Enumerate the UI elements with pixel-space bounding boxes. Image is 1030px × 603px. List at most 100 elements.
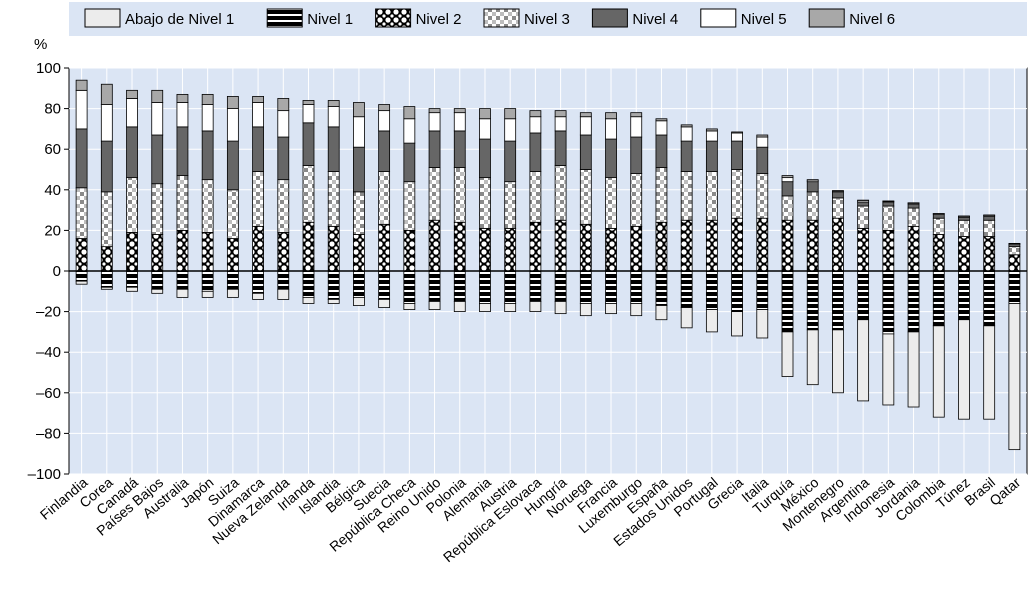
- bar-segment-l1: [806, 270, 819, 331]
- bar-segment-l3: [605, 177, 617, 229]
- bar-segment-l5: [705, 130, 718, 142]
- bar-segment-below1: [504, 303, 517, 313]
- bar-segment-l2: [226, 238, 239, 272]
- bar-segment-l1: [529, 270, 542, 302]
- bar-segment-l3: [907, 207, 920, 227]
- bar-segment-l5: [353, 116, 365, 148]
- bar-stack: [832, 190, 844, 394]
- bar-segment-l6: [176, 93, 189, 103]
- bar-segment-l5: [100, 104, 113, 142]
- bar-segment-l1: [378, 270, 391, 300]
- bar-stack: [958, 215, 970, 420]
- bar-segment-l1: [857, 270, 870, 321]
- bar-segment-below1: [756, 309, 769, 339]
- legend-label: Nivel 3: [524, 11, 570, 28]
- y-axis: 100 80 60 40 20 0 –20 –40 –60 –80 –100: [28, 60, 69, 483]
- bar-segment-l3: [126, 177, 138, 233]
- bar-segment-l6: [428, 108, 441, 114]
- bar-segment-l2: [403, 229, 416, 272]
- bar-segment-l5: [579, 116, 592, 136]
- legend-swatch: [483, 8, 520, 28]
- bar-segment-l3: [655, 167, 668, 223]
- bar-segment-below1: [554, 301, 567, 315]
- bar-segment-l4: [151, 134, 164, 185]
- legend-item-below1: Abajo de Nivel 1: [84, 8, 234, 28]
- bar-segment-below1: [806, 329, 819, 386]
- bar-segment-l2: [277, 232, 290, 272]
- bar-stack: [378, 104, 391, 308]
- legend-item-l5: Nivel 5: [700, 8, 787, 28]
- bar-segment-l1: [75, 270, 88, 282]
- bar-segment-below1: [378, 299, 391, 308]
- bar-stack: [605, 112, 617, 315]
- bar-segment-l1: [907, 270, 920, 333]
- bar-segment-below1: [579, 303, 592, 317]
- bar-segment-l2: [806, 219, 819, 272]
- bar-segment-l5: [756, 136, 769, 148]
- bar-segment-l3: [857, 205, 870, 229]
- bar-stack: [201, 93, 214, 298]
- bar-segment-l4: [226, 140, 239, 191]
- bar-segment-l6: [731, 131, 743, 134]
- bar-stack: [126, 89, 138, 292]
- bar-segment-l3: [579, 169, 592, 225]
- bar-segment-l5: [151, 102, 164, 136]
- bar-segment-l3: [277, 179, 290, 233]
- bar-segment-l4: [882, 201, 895, 207]
- y-tick-label: –60: [36, 385, 61, 402]
- bar-stack: [100, 83, 113, 290]
- bar-stack: [882, 200, 895, 406]
- bar-stack: [781, 175, 794, 377]
- bar-segment-l3: [75, 187, 88, 239]
- bar-segment-below1: [75, 280, 88, 285]
- bar-segment-l2: [353, 234, 365, 272]
- bar-segment-l6: [403, 106, 416, 120]
- bar-segment-below1: [151, 288, 164, 294]
- bar-segment-l4: [705, 140, 718, 172]
- bar-segment-below1: [907, 331, 920, 408]
- bar-segment-l5: [378, 110, 391, 132]
- bar-segment-l5: [428, 112, 441, 132]
- bar-segment-below1: [630, 303, 643, 317]
- bar-segment-below1: [126, 286, 138, 292]
- bar-segment-l1: [327, 270, 340, 300]
- bar-segment-l3: [479, 177, 491, 229]
- y-tick-label: –100: [28, 466, 61, 483]
- bar-stack: [680, 124, 693, 329]
- legend-item-l1: Nivel 1: [266, 8, 353, 28]
- bar-segment-l6: [504, 108, 517, 120]
- bar-segment-l1: [1008, 270, 1021, 304]
- y-tick-label: –20: [36, 304, 61, 321]
- bar-segment-l6: [529, 110, 542, 118]
- bar-segment-l6: [151, 89, 164, 103]
- bar-segment-below1: [176, 288, 189, 298]
- legend-label: Nivel 5: [741, 11, 787, 28]
- bar-segment-l1: [983, 270, 996, 327]
- bar-segment-below1: [882, 333, 895, 406]
- bar-segment-l4: [832, 191, 844, 199]
- bar-segment-l2: [428, 219, 441, 272]
- bar-segment-l3: [554, 165, 567, 221]
- legend-item-l4: Nivel 4: [591, 8, 678, 28]
- bar-segment-l2: [504, 227, 517, 272]
- bar-stack: [479, 108, 491, 313]
- bar-segment-l4: [453, 130, 466, 168]
- bar-segment-l2: [983, 236, 996, 272]
- bar-segment-l4: [176, 126, 189, 176]
- bar-segment-below1: [705, 309, 718, 333]
- bar-segment-l2: [907, 225, 920, 272]
- bar-stack: [806, 179, 819, 386]
- bar-segment-l4: [579, 134, 592, 170]
- bar-segment-l1: [655, 270, 668, 306]
- bar-segment-l6: [226, 96, 239, 109]
- bar-segment-l2: [378, 223, 391, 272]
- bar-segment-l3: [353, 191, 365, 235]
- bar-stack: [554, 110, 567, 315]
- bar-segment-l6: [680, 124, 693, 128]
- bar-stack: [252, 96, 264, 300]
- bar-segment-l1: [630, 270, 643, 304]
- bar-stack: [75, 79, 88, 285]
- y-tick-label: –40: [36, 344, 61, 361]
